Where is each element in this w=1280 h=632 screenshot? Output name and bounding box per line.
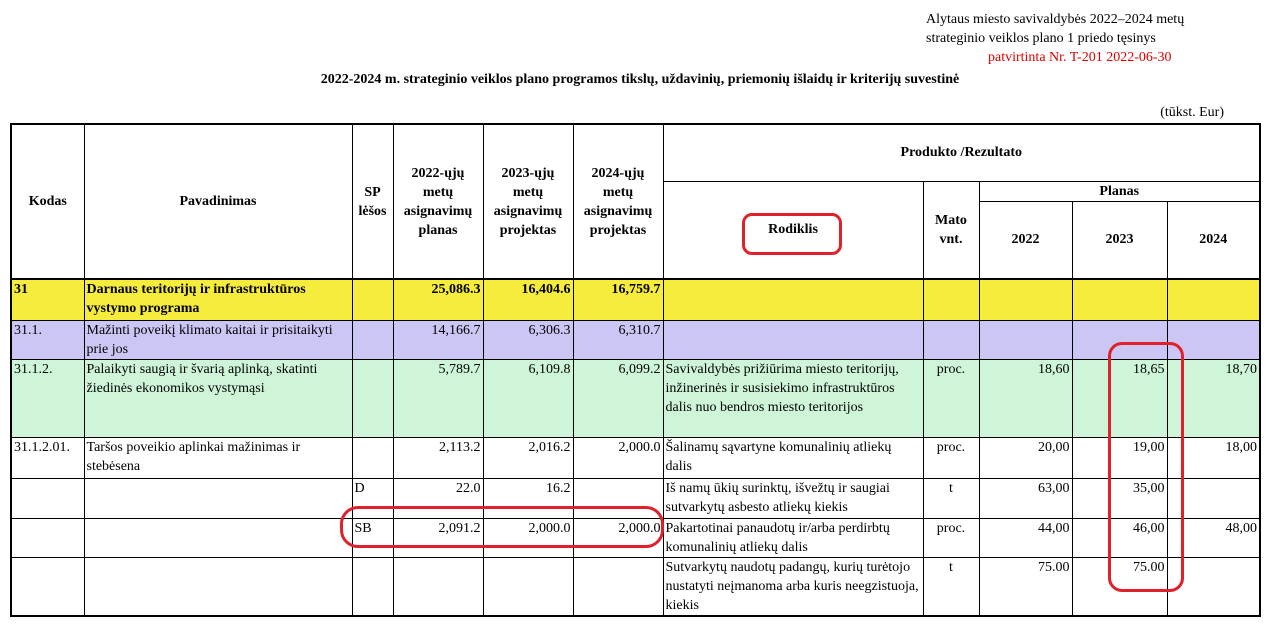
col-2022: 2022-ųjų metų asignavimų planas: [392, 123, 484, 280]
cell-pavadinimas: Taršos poveikio aplinkai mažinimas ir st…: [83, 436, 353, 479]
cell-pavadinimas: [83, 517, 353, 558]
cell-a2022: [392, 556, 484, 617]
cell-sp: [351, 319, 394, 360]
table-row: 31 Darnaus teritorijų ir infrastruktūros …: [10, 278, 1261, 321]
header-line-2: strateginio veiklos plano 1 priedo tęsin…: [926, 31, 1156, 46]
cell-a2022: 2,113.2: [392, 436, 484, 479]
cell-p2022: [978, 319, 1073, 360]
cell-rodiklis: Iš namų ūkių surinktų, išvežtų ir saugia…: [662, 477, 924, 519]
cell-mato: t: [922, 556, 980, 617]
sb-row-highlight: [340, 506, 664, 548]
cell-sp: SB: [351, 517, 394, 558]
col-kodas: Kodas: [10, 123, 85, 280]
col-sp: SP lėšos: [351, 123, 394, 280]
col-rodiklis: Rodiklis: [662, 180, 924, 280]
cell-p2024: [1166, 278, 1261, 321]
cell-kodas: 31.1.2.: [10, 358, 85, 438]
unit-label: (tūkst. Eur): [1160, 105, 1224, 120]
cell-p2022: 75.00: [978, 556, 1073, 617]
col-2024: 2024-ųjų metų asignavimų projektas: [572, 123, 664, 280]
cell-a2024: 16,759.7: [572, 278, 664, 321]
cell-mato: t: [922, 477, 980, 519]
col-plan-2022: 2022: [978, 200, 1073, 280]
cell-p2022: 63,00: [978, 477, 1073, 519]
cell-kodas: 31.1.: [10, 319, 85, 360]
approval-line: patvirtinta Nr. T-201 2022-06-30: [988, 50, 1172, 65]
cell-p2023: 19,00: [1071, 436, 1168, 479]
table-row: Sutvarkytų naudotų padangų, kurių turėto…: [10, 556, 1261, 617]
page-title: 2022-2024 m. strateginio veiklos plano p…: [320, 72, 960, 87]
cell-kodas: [10, 556, 85, 617]
cell-p2022: [978, 278, 1073, 321]
document-header: Alytaus miesto savivaldybės 2022–2024 me…: [926, 10, 1184, 67]
table-row: 31.1. Mažinti poveikį klimato kaitai ir …: [10, 319, 1261, 360]
cell-rodiklis: [662, 319, 924, 360]
cell-rodiklis: Savivaldybės prižiūrima miesto teritorij…: [662, 358, 924, 438]
cell-a2023: 6,306.3: [482, 319, 574, 360]
cell-kodas: [10, 477, 85, 519]
cell-pavadinimas: Darnaus teritorijų ir infrastruktūros vy…: [83, 278, 353, 321]
cell-mato: [922, 319, 980, 360]
cell-a2023: 2,016.2: [482, 436, 574, 479]
rodiklis-highlight: [742, 213, 842, 255]
col-planas: Planas: [978, 180, 1261, 202]
cell-a2022: 5,789.7: [392, 358, 484, 438]
cell-a2023: 6,109.8: [482, 358, 574, 438]
cell-sp: [351, 436, 394, 479]
cell-mato: proc.: [922, 436, 980, 479]
cell-p2022: 44,00: [978, 517, 1073, 558]
cell-rodiklis: Šalinamų sąvartyne komunalinių atliekų d…: [662, 436, 924, 479]
plan-2023-highlight: [1108, 342, 1184, 592]
col-2023: 2023-ųjų metų asignavimų projektas: [482, 123, 574, 280]
cell-pavadinimas: [83, 556, 353, 617]
cell-a2024: 2,000.0: [572, 436, 664, 479]
cell-a2022: 2,091.2: [392, 517, 484, 558]
table-row: 31.1.2.01. Taršos poveikio aplinkai mažin…: [10, 436, 1261, 479]
cell-p2022: 18,60: [978, 358, 1073, 438]
cell-kodas: 31: [10, 278, 85, 321]
table-row: 31.1.2. Palaikyti saugią ir švarią aplink…: [10, 358, 1261, 438]
cell-a2024: 6,310.7: [572, 319, 664, 360]
summary-table: Kodas Pavadinimas SP lėšos 2022-ųjų metų…: [10, 123, 1261, 617]
cell-pavadinimas: Palaikyti saugią ir švarią aplinką, skat…: [83, 358, 353, 438]
cell-a2023: [482, 556, 574, 617]
cell-pavadinimas: Mažinti poveikį klimato kaitai ir prisit…: [83, 319, 353, 360]
cell-a2022: 25,086.3: [392, 278, 484, 321]
cell-a2022: 14,166.7: [392, 319, 484, 360]
cell-mato: proc.: [922, 358, 980, 438]
cell-sp: [351, 358, 394, 438]
cell-rodiklis: [662, 278, 924, 321]
cell-kodas: 31.1.2.01.: [10, 436, 85, 479]
cell-p2024: [1166, 556, 1261, 617]
col-produkto: Produkto /Rezultato: [662, 123, 1261, 182]
cell-mato: proc.: [922, 517, 980, 558]
cell-p2023: [1071, 278, 1168, 321]
cell-mato: [922, 278, 980, 321]
cell-rodiklis: Pakartotinai panaudotų ir/arba perdirbtų…: [662, 517, 924, 558]
cell-a2024: 6,099.2: [572, 358, 664, 438]
cell-a2023: 16.2: [482, 477, 574, 519]
cell-sp: [351, 278, 394, 321]
cell-a2024: [572, 556, 664, 617]
cell-p2022: 20,00: [978, 436, 1073, 479]
cell-sp: [351, 556, 394, 617]
header-line-1: Alytaus miesto savivaldybės 2022–2024 me…: [926, 12, 1185, 27]
col-plan-2023: 2023: [1071, 200, 1168, 280]
cell-a2023: 16,404.6: [482, 278, 574, 321]
col-plan-2024: 2024: [1166, 200, 1261, 280]
cell-pavadinimas: [83, 477, 353, 519]
col-pavadinimas: Pavadinimas: [83, 123, 353, 280]
col-mato: Mato vnt.: [922, 180, 980, 280]
cell-kodas: [10, 517, 85, 558]
table-row: D 22.0 16.2 Iš namų ūkių surinktų, išvežtų …: [10, 477, 1261, 519]
cell-rodiklis: Sutvarkytų naudotų padangų, kurių turėto…: [662, 556, 924, 617]
table-row: SB 2,091.2 2,000.0 2,000.0 Pakartotinai pana…: [10, 517, 1261, 558]
cell-p2023: 46,00: [1071, 517, 1168, 558]
